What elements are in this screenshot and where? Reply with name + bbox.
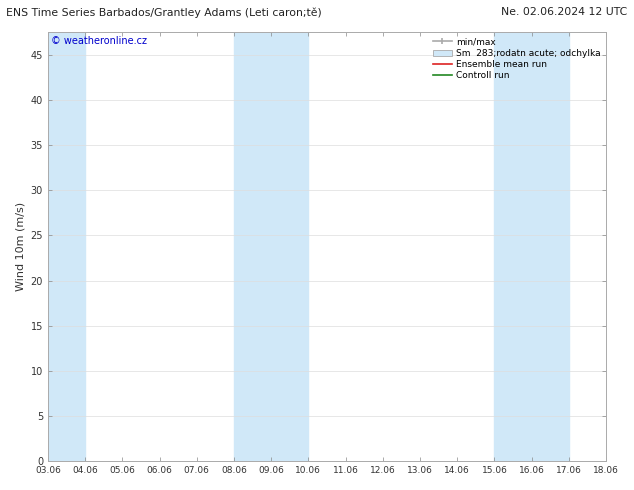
Text: ENS Time Series Barbados/Grantley Adams (Leti caron;tě): ENS Time Series Barbados/Grantley Adams … bbox=[6, 7, 322, 18]
Legend: min/max, Sm  283;rodatn acute; odchylka, Ensemble mean run, Controll run: min/max, Sm 283;rodatn acute; odchylka, … bbox=[429, 34, 604, 84]
Text: Ne. 02.06.2024 12 UTC: Ne. 02.06.2024 12 UTC bbox=[501, 7, 628, 17]
Text: © weatheronline.cz: © weatheronline.cz bbox=[51, 36, 146, 47]
Y-axis label: Wind 10m (m/s): Wind 10m (m/s) bbox=[15, 202, 25, 291]
Bar bbox=[495, 32, 569, 461]
Bar bbox=[48, 32, 85, 461]
Bar bbox=[234, 32, 308, 461]
